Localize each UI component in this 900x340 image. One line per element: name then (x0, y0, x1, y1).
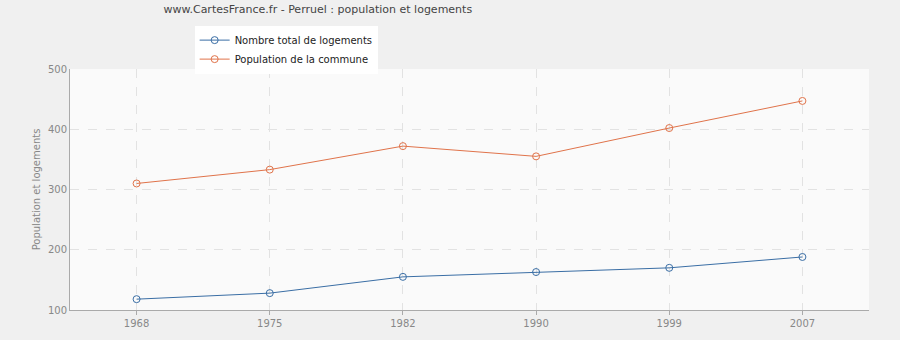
svg-text:400: 400 (48, 124, 67, 135)
svg-text:200: 200 (48, 244, 67, 255)
svg-text:2007: 2007 (790, 318, 815, 329)
svg-text:1999: 1999 (657, 318, 682, 329)
svg-text:1982: 1982 (390, 318, 415, 329)
svg-text:1975: 1975 (257, 318, 282, 329)
svg-text:500: 500 (48, 64, 67, 75)
svg-text:1968: 1968 (124, 318, 149, 329)
svg-text:100: 100 (48, 305, 67, 316)
svg-text:Nombre total de logements: Nombre total de logements (235, 35, 372, 46)
svg-text:www.CartesFrance.fr - Perruel: www.CartesFrance.fr - Perruel : populati… (163, 3, 472, 16)
svg-text:300: 300 (48, 184, 67, 195)
svg-text:Population et logements: Population et logements (31, 129, 42, 251)
svg-text:Population de la commune: Population de la commune (235, 54, 368, 65)
svg-text:1990: 1990 (523, 318, 548, 329)
